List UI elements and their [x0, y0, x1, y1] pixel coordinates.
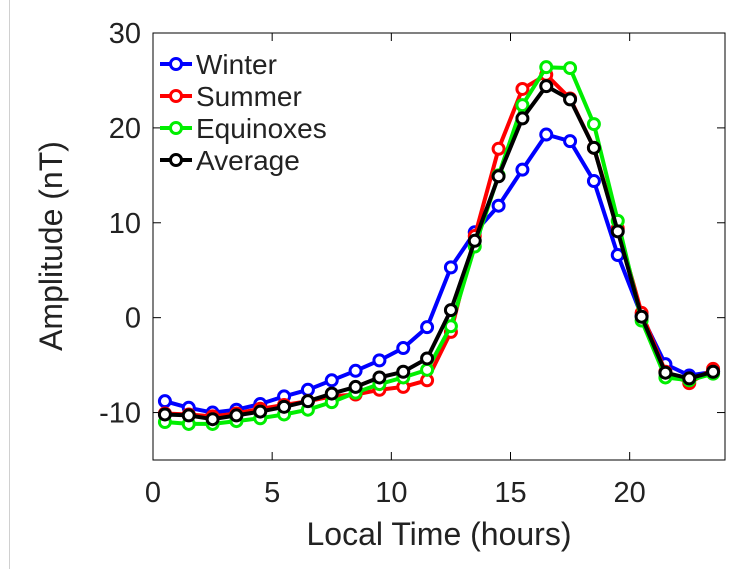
data-point-average — [181, 408, 196, 423]
data-point-average — [515, 111, 530, 126]
data-point-winter — [586, 174, 601, 189]
data-point-equinoxes — [420, 362, 435, 377]
data-point-average — [348, 379, 363, 394]
legend-item-summer: Summer — [160, 81, 302, 112]
y-axis-label: Amplitude (nT) — [33, 141, 69, 351]
x-tick-label: 10 — [375, 477, 407, 509]
legend-swatch-marker — [169, 121, 183, 135]
data-point-average — [682, 371, 697, 386]
y-tick-label: 30 — [109, 18, 141, 50]
data-point-equinoxes — [515, 98, 530, 113]
y-tick-label: 10 — [109, 208, 141, 240]
page-border-line — [9, 0, 10, 569]
x-tick-label: 5 — [264, 477, 280, 509]
data-point-average — [277, 399, 292, 414]
data-point-equinoxes — [563, 61, 578, 76]
data-point-average — [563, 92, 578, 107]
y-tick-label: 20 — [109, 113, 141, 145]
data-point-winter — [348, 363, 363, 378]
data-point-winter — [157, 394, 172, 409]
data-point-equinoxes — [586, 117, 601, 132]
data-point-winter — [443, 260, 458, 275]
data-point-average — [324, 386, 339, 401]
legend-label: Summer — [196, 81, 302, 112]
data-point-average — [205, 412, 220, 427]
y-tick-label: -10 — [99, 398, 141, 430]
data-point-average — [300, 394, 315, 409]
legend-swatch-marker — [169, 57, 183, 71]
data-point-winter — [396, 341, 411, 356]
legend-label: Average — [196, 145, 300, 176]
legend-item-equinoxes: Equinoxes — [160, 113, 327, 144]
legend-item-average: Average — [160, 145, 300, 176]
legend-label: Equinoxes — [196, 113, 327, 144]
data-point-winter — [563, 134, 578, 149]
data-point-average — [253, 404, 268, 419]
data-point-average — [706, 364, 721, 379]
data-point-equinoxes — [539, 60, 554, 75]
data-point-average — [372, 370, 387, 385]
data-point-winter — [491, 198, 506, 213]
data-point-average — [634, 309, 649, 324]
y-tick-label: 0 — [125, 303, 141, 335]
data-point-winter — [515, 162, 530, 177]
data-point-summer — [515, 81, 530, 96]
data-point-winter — [324, 373, 339, 388]
legend-swatch-marker — [169, 89, 183, 103]
x-tick-label: 15 — [494, 477, 526, 509]
data-point-winter — [539, 127, 554, 142]
x-tick-label: 0 — [145, 477, 161, 509]
series-average — [157, 79, 721, 427]
legend-label: Winter — [196, 49, 277, 80]
data-point-average — [610, 224, 625, 239]
data-point-average — [157, 407, 172, 422]
data-point-average — [658, 365, 673, 380]
data-point-equinoxes — [443, 319, 458, 334]
data-point-average — [396, 364, 411, 379]
series-layer — [157, 60, 721, 431]
legend-swatch-marker — [169, 153, 183, 167]
legend-item-winter: Winter — [160, 49, 277, 80]
data-point-average — [467, 233, 482, 248]
data-point-winter — [372, 353, 387, 368]
data-point-summer — [491, 141, 506, 156]
data-point-winter — [300, 382, 315, 397]
data-point-average — [586, 140, 601, 155]
axis-ticks: 0 5 10 15 20 -10 0 10 20 30 — [99, 18, 725, 509]
data-point-average — [443, 303, 458, 318]
data-point-average — [229, 408, 244, 423]
data-point-average — [420, 351, 435, 366]
plot-area-frame — [152, 32, 726, 461]
data-point-average — [491, 169, 506, 184]
x-tick-label: 20 — [614, 477, 646, 509]
x-axis-label: Local Time (hours) — [307, 516, 572, 552]
data-point-winter — [420, 320, 435, 335]
data-point-average — [539, 79, 554, 94]
